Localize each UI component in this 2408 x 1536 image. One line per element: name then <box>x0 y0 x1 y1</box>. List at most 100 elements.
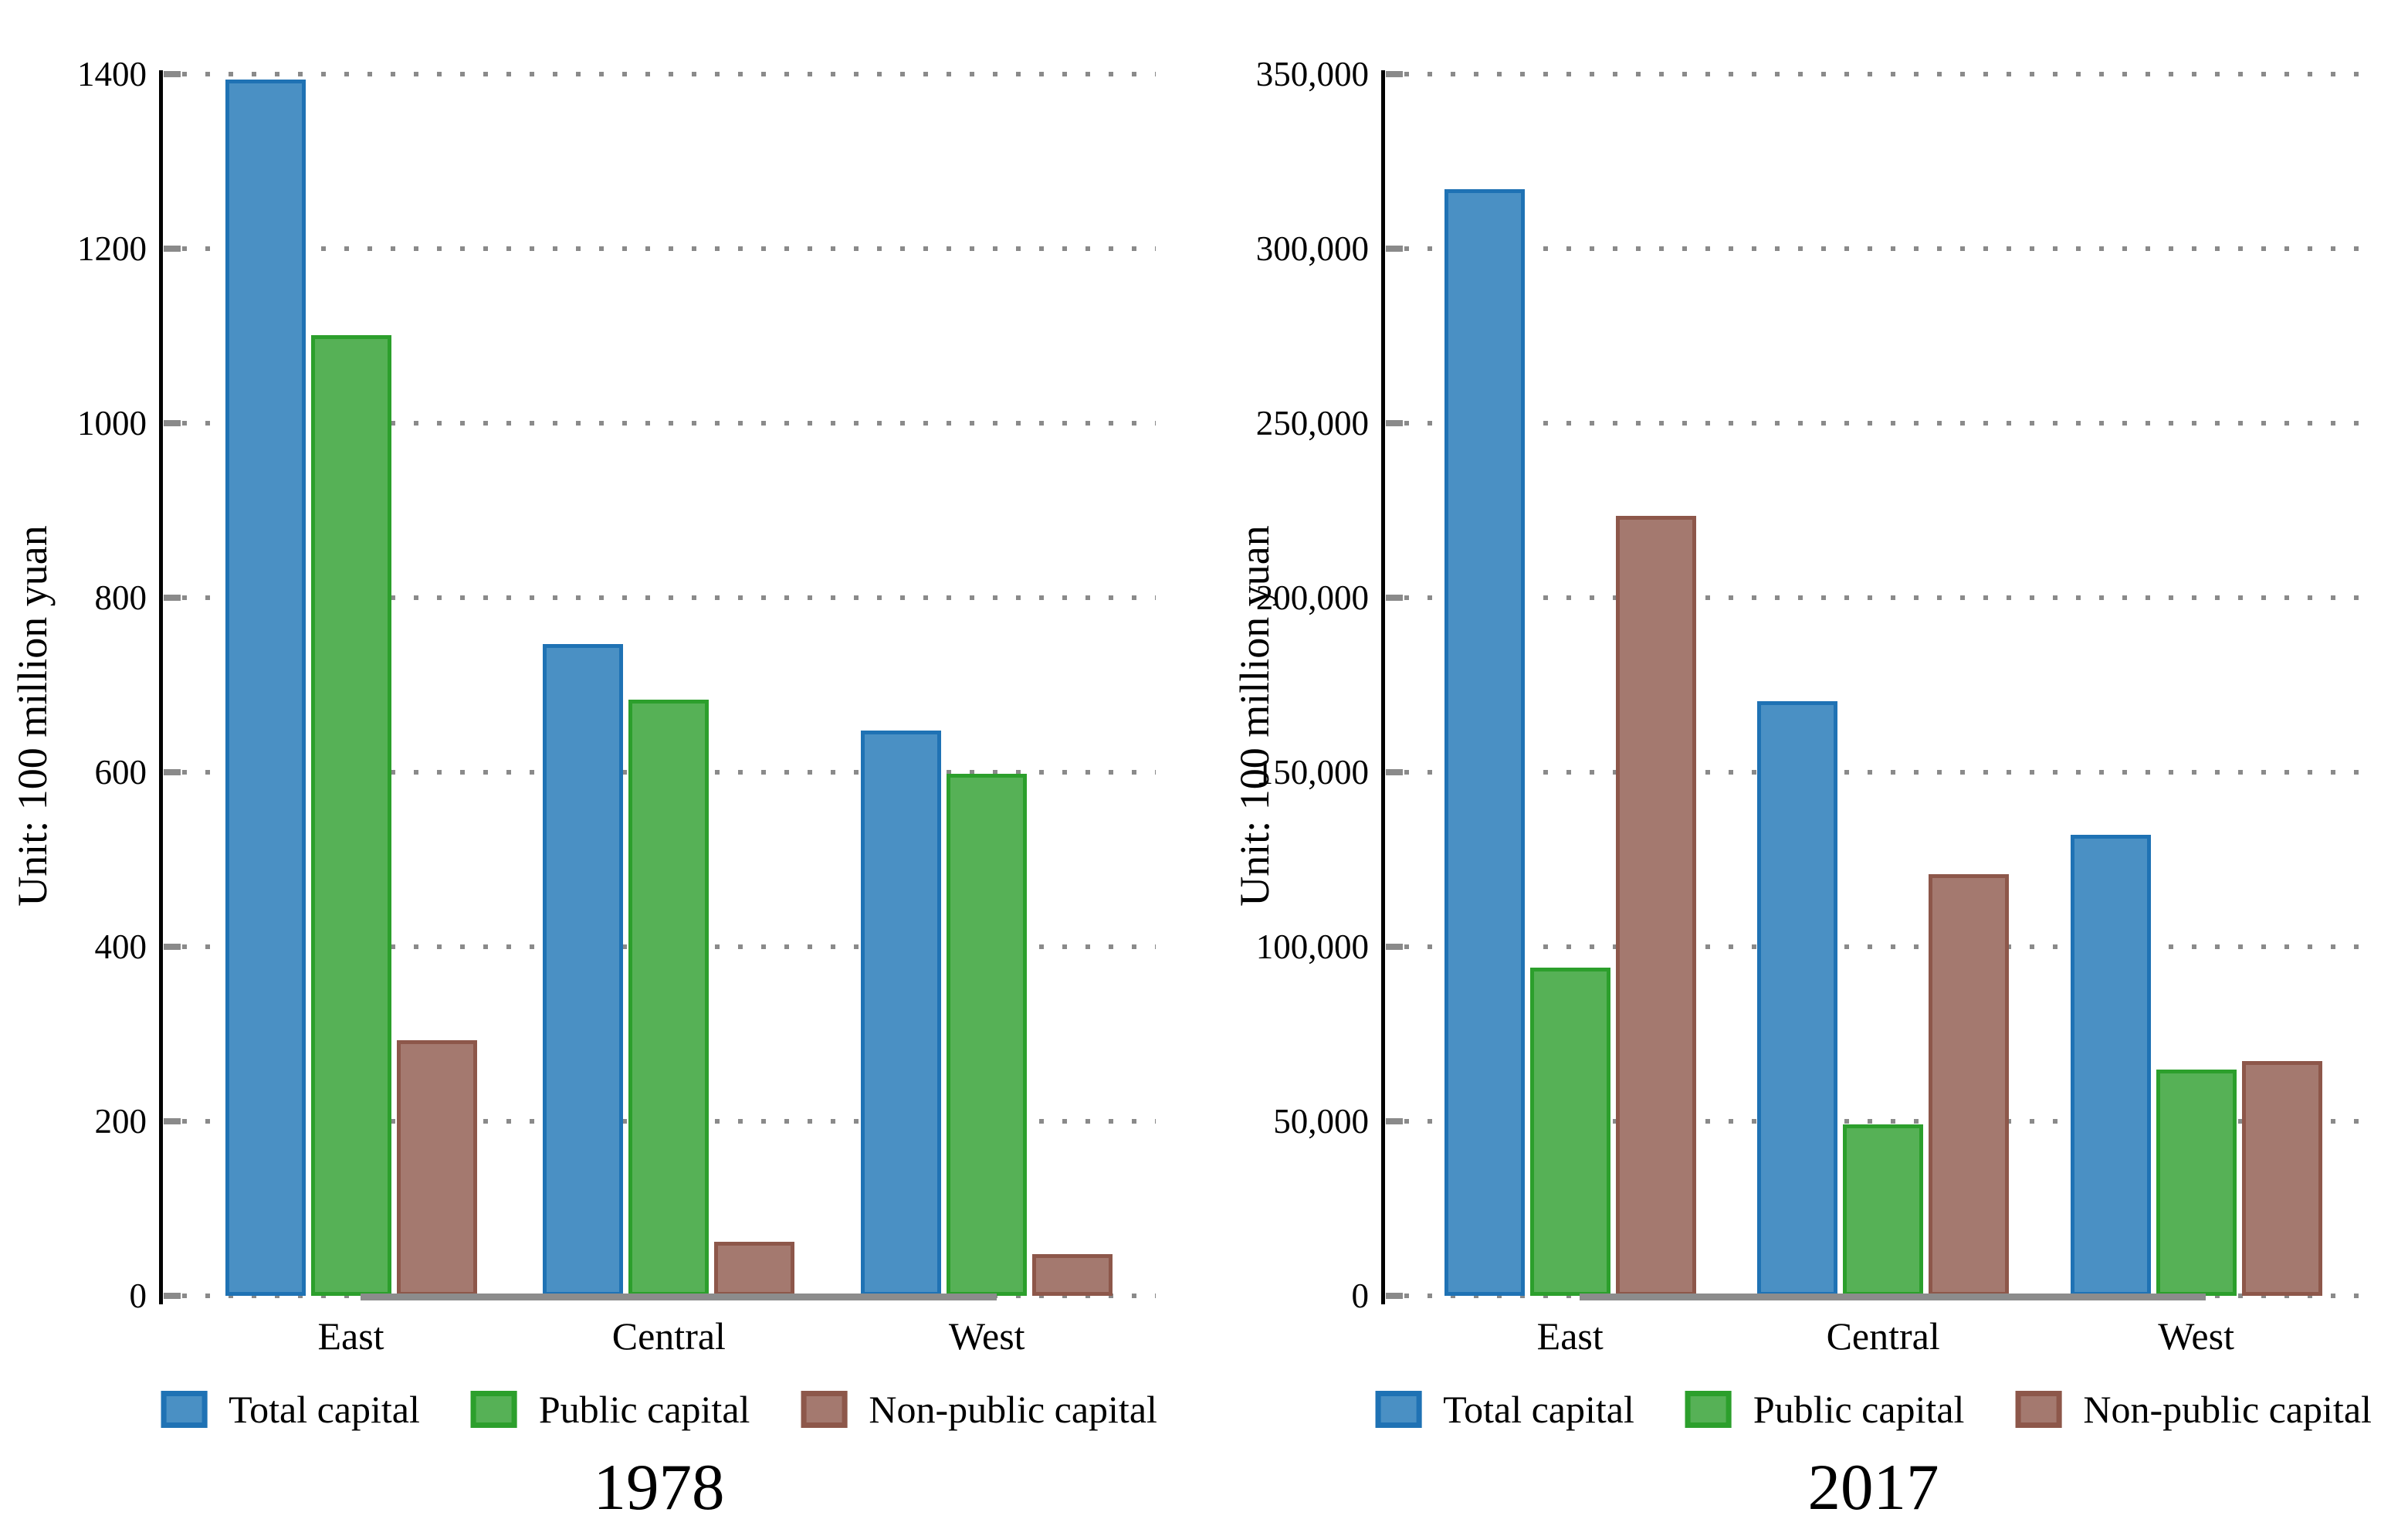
y-tickmark <box>164 71 181 77</box>
y-tickmark <box>164 246 181 252</box>
y-gridline-200000 <box>1384 595 2362 601</box>
bar-public-capital-central <box>628 700 709 1296</box>
dotted-gridline <box>182 72 1156 76</box>
legend-label-non-public-capital: Non-public capital <box>869 1388 1157 1431</box>
bar-non-public-capital-central <box>714 1242 794 1296</box>
y-tick-label-200000: 200,000 <box>1255 578 1369 617</box>
bar-total-capital-central <box>543 644 623 1296</box>
y-gridline-300000 <box>1384 246 2362 252</box>
y-tick-label-300000: 300,000 <box>1255 229 1369 268</box>
legend-item-non-public-capital: Non-public capital <box>801 1386 1157 1433</box>
dotted-gridline <box>1404 246 2362 251</box>
chart-title-2017: 2017 <box>1807 1451 1939 1524</box>
bar-total-capital-east <box>1444 189 1525 1296</box>
legend: Total capital Public capital Non-public ca… <box>161 1386 1157 1433</box>
chart-title-1978: 1978 <box>593 1451 725 1524</box>
dotted-gridline <box>182 421 1156 426</box>
bar-public-capital-west <box>947 774 1027 1296</box>
y-tickmark <box>1386 246 1403 252</box>
y-tick-label-400: 400 <box>94 927 147 966</box>
legend-label-public-capital: Public capital <box>538 1388 750 1431</box>
y-tickmark <box>1386 420 1403 426</box>
legend-swatch-total-capital <box>161 1391 208 1428</box>
y-tickmark <box>164 769 181 775</box>
dotted-gridline <box>1404 1119 2362 1124</box>
y-tick-label-0: 0 <box>1351 1277 1370 1315</box>
y-tick-label-0: 0 <box>129 1277 147 1315</box>
y-tickmark <box>1386 769 1403 775</box>
bar-non-public-capital-west <box>2242 1061 2322 1296</box>
y-tickmark <box>164 595 181 601</box>
legend-swatch-non-public-capital <box>801 1391 848 1428</box>
y-tick-label-600: 600 <box>94 753 147 792</box>
y-gridline-250000 <box>1384 420 2362 426</box>
bar-total-capital-central <box>1757 701 1837 1296</box>
y-gridline-350000 <box>1384 71 2362 77</box>
y-tickmark <box>1386 595 1403 601</box>
dotted-gridline <box>182 595 1156 600</box>
legend-label-non-public-capital: Non-public capital <box>2083 1388 2372 1431</box>
bar-non-public-capital-west <box>1032 1254 1113 1296</box>
y-tickmark <box>1386 71 1403 77</box>
x-tick-label-east: East <box>317 1314 384 1358</box>
legend-item-total-capital: Total capital <box>161 1386 420 1433</box>
y-gridline-800 <box>162 595 1156 601</box>
legend-item-public-capital: Public capital <box>470 1386 750 1433</box>
x-tick-label-east: East <box>1536 1314 1604 1358</box>
bar-non-public-capital-east <box>397 1040 477 1296</box>
bar-public-capital-west <box>2156 1070 2237 1296</box>
y-axis-spine <box>1381 70 1385 1304</box>
y-tickmark <box>164 420 181 426</box>
y-gridline-1200 <box>162 246 1156 252</box>
bar-public-capital-central <box>1843 1124 1923 1296</box>
x-tick-label-west: West <box>2158 1314 2234 1358</box>
legend-swatch-total-capital <box>1375 1391 1422 1428</box>
y-gridline-50000 <box>1384 1118 2362 1124</box>
bar-total-capital-east <box>225 80 306 1296</box>
legend-label-total-capital: Total capital <box>1443 1388 1634 1431</box>
y-tick-label-200: 200 <box>94 1102 147 1141</box>
dotted-gridline <box>1404 944 2362 949</box>
y-tick-label-250000: 250,000 <box>1255 404 1369 442</box>
x-tick-label-central: Central <box>611 1314 726 1358</box>
legend: Total capital Public capital Non-public ca… <box>1375 1386 2372 1433</box>
legend-item-public-capital: Public capital <box>1685 1386 1965 1433</box>
bar-total-capital-west <box>2071 835 2151 1296</box>
dotted-gridline <box>1404 72 2362 76</box>
legend-item-non-public-capital: Non-public capital <box>2015 1386 2372 1433</box>
y-tick-label-150000: 150,000 <box>1255 753 1369 792</box>
y-tickmark <box>1386 1293 1403 1299</box>
legend-swatch-public-capital <box>470 1391 517 1428</box>
dotted-gridline <box>1404 595 2362 600</box>
bar-non-public-capital-east <box>1616 516 1696 1296</box>
y-tick-label-800: 800 <box>94 578 147 617</box>
y-gridline-100000 <box>1384 944 2362 950</box>
x-tick-label-west: West <box>948 1314 1025 1358</box>
dotted-gridline <box>1404 770 2362 775</box>
x-axis-baseline <box>1580 1294 2206 1300</box>
y-tick-label-1000: 1000 <box>77 404 147 442</box>
y-tick-label-350000: 350,000 <box>1255 55 1369 93</box>
y-tickmark <box>164 1293 181 1299</box>
y-tickmark <box>1386 1118 1403 1124</box>
legend-swatch-public-capital <box>1685 1391 1732 1428</box>
legend-item-total-capital: Total capital <box>1375 1386 1634 1433</box>
y-tick-label-1400: 1400 <box>77 55 147 93</box>
dotted-gridline <box>182 246 1156 251</box>
y-tickmark <box>164 944 181 950</box>
y-gridline-1400 <box>162 71 1156 77</box>
y-tick-label-100000: 100,000 <box>1255 927 1369 966</box>
y-axis-spine <box>159 70 163 1304</box>
bar-public-capital-east <box>311 335 391 1296</box>
y-gridline-150000 <box>1384 769 2362 775</box>
legend-label-total-capital: Total capital <box>229 1388 420 1431</box>
x-axis-baseline <box>361 1294 997 1300</box>
dotted-gridline <box>1404 421 2362 426</box>
y-gridline-1000 <box>162 420 1156 426</box>
legend-label-public-capital: Public capital <box>1753 1388 1965 1431</box>
y-tick-label-50000: 50,000 <box>1273 1102 1369 1141</box>
legend-swatch-non-public-capital <box>2015 1391 2062 1428</box>
bar-total-capital-west <box>861 731 941 1296</box>
y-axis-label: Unit: 100 million yuan <box>1231 525 1278 907</box>
